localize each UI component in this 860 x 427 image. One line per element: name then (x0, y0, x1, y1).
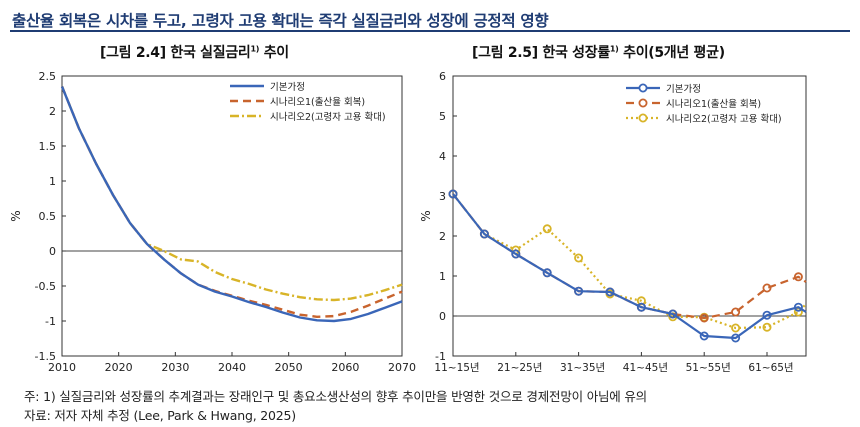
data-point (762, 283, 772, 293)
figure1-name: 한국 실질금리 (170, 45, 251, 61)
data-point (793, 272, 803, 282)
data-point (668, 309, 678, 319)
y-tick-label: -1.5 (35, 350, 56, 363)
y-tick-label: 0 (439, 310, 446, 323)
series-line-scenario1 (452, 193, 807, 320)
y-axis-label: % (9, 210, 23, 221)
data-point (636, 302, 646, 312)
data-point (542, 268, 552, 278)
series-line-base (452, 193, 807, 340)
y-tick-label: 0.5 (39, 210, 57, 223)
y-tick-label: 6 (439, 70, 446, 83)
figure2-number: [그림 2.5] (472, 45, 538, 61)
series-line-scenario2 (60, 86, 403, 302)
headline-rule (10, 30, 850, 32)
legend-marker (638, 113, 648, 123)
data-point (699, 313, 709, 323)
x-tick-label: 2050 (275, 361, 303, 374)
data-point (448, 189, 458, 199)
y-tick-label: -0.5 (35, 280, 56, 293)
x-tick-label: 2030 (161, 361, 189, 374)
x-tick-label: 61~65년 (748, 362, 793, 374)
x-tick-label: 11~15년 (434, 362, 479, 374)
data-point (731, 333, 741, 343)
figure2-sup: 1) (609, 44, 619, 54)
data-point (605, 287, 615, 297)
x-tick-label: 2060 (331, 361, 359, 374)
data-point (731, 323, 741, 333)
series-line-base (60, 86, 403, 323)
y-tick-label: 2 (439, 230, 446, 243)
figure2-title: [그림 2.5] 한국 성장률1) 추이(5개년 평균) (472, 42, 725, 62)
footnote: 주: 1) 실질금리와 성장률의 추계결과는 장래인구 및 총요소생산성의 향후… (24, 389, 647, 404)
figure1-sup: 1) (250, 44, 260, 54)
x-tick-label: 2010 (48, 361, 76, 374)
data-point (574, 253, 584, 263)
x-tick-label: 2070 (388, 361, 416, 374)
legend-label: 기본가정 (270, 82, 305, 93)
legend-label: 시나리오1(출산율 회복) (270, 97, 365, 108)
y-tick-label: -1 (45, 315, 56, 328)
data-point (511, 249, 521, 259)
legend-label: 기본가정 (666, 84, 701, 95)
figure1-title: [그림 2.4] 한국 실질금리1) 추이 (100, 42, 289, 62)
plot-frame (452, 75, 807, 357)
legend-marker (638, 83, 648, 93)
y-tick-label: 2.5 (39, 70, 57, 83)
data-point (699, 331, 709, 341)
y-tick-label: 1.5 (39, 140, 57, 153)
headline: 출산율 회복은 시차를 두고, 고령자 고용 확대는 즉각 실질금리와 성장에 … (12, 12, 549, 30)
legend-label: 시나리오1(출산율 회복) (666, 99, 761, 110)
data-point (762, 310, 772, 320)
y-tick-label: 5 (439, 110, 446, 123)
data-point (731, 307, 741, 317)
y-axis-label: % (420, 210, 433, 221)
data-point (542, 224, 552, 234)
source-note: 자료: 저자 자체 추정 (Lee, Park & Hwang, 2025) (24, 408, 296, 423)
growth-rate-chart: 6 5 4 3 2 1 0 -111~15년 21~25년 31~35년 41~45년 51~55년 6… (420, 70, 807, 374)
y-tick-label: -1 (435, 350, 446, 363)
y-tick-label: 1 (439, 270, 446, 283)
series-line-scenario2 (452, 193, 807, 330)
x-tick-label: 51~55년 (686, 362, 731, 374)
legend-marker (638, 98, 648, 108)
y-tick-label: 3 (439, 190, 446, 203)
y-tick-label: 2 (49, 105, 56, 118)
figure2-name: 한국 성장률 (542, 45, 610, 61)
x-tick-label: 21~25년 (497, 362, 542, 374)
x-tick-label: 41~45년 (623, 362, 668, 374)
data-point (793, 302, 803, 312)
x-tick-label: 2040 (218, 361, 246, 374)
y-tick-label: 0 (49, 245, 56, 258)
figure1-number: [그림 2.4] (100, 45, 166, 61)
data-point (762, 322, 772, 332)
legend-label: 시나리오2(고령자 고용 확대) (666, 113, 782, 125)
figure1-suffix: 추이 (263, 45, 289, 61)
y-tick-label: 1 (49, 175, 56, 188)
figure2-suffix: 추이(5개년 평균) (623, 45, 725, 61)
data-point (479, 229, 489, 239)
data-point (574, 286, 584, 296)
legend-label: 시나리오2(고령자 고용 확대) (270, 111, 386, 123)
x-tick-label: 31~35년 (560, 362, 605, 374)
y-tick-label: 4 (439, 150, 446, 163)
x-tick-label: 2020 (105, 361, 133, 374)
